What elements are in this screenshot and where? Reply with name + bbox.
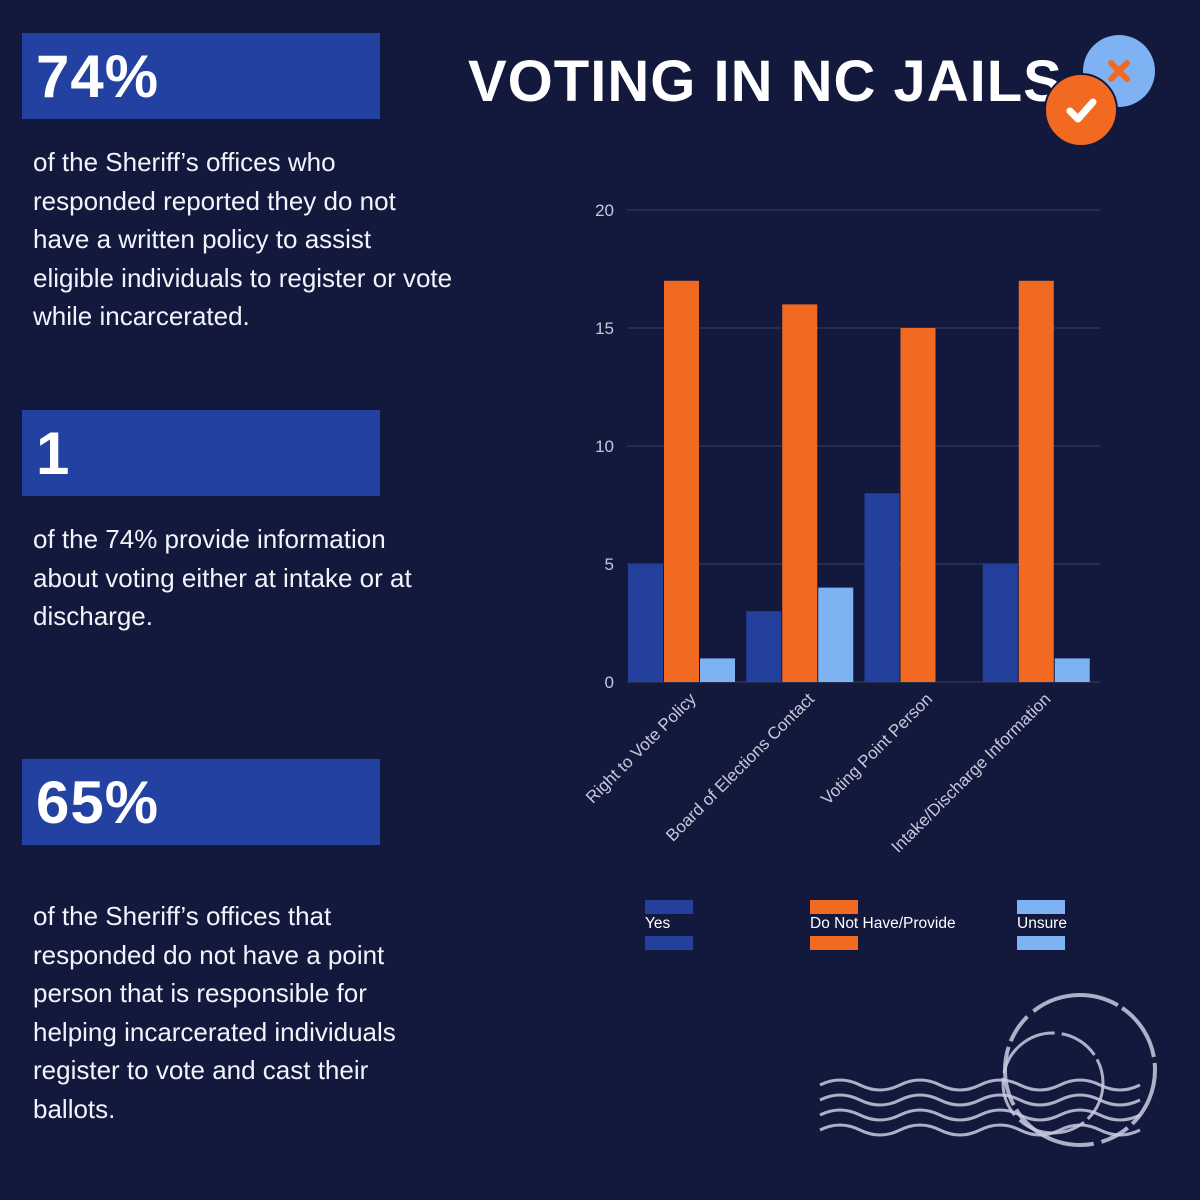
page-title: VOTING IN NC JAILS — [468, 49, 1063, 114]
bar — [900, 328, 936, 682]
legend-swatch-yes — [645, 900, 693, 950]
bar — [746, 611, 782, 682]
bar — [664, 280, 699, 682]
bar — [818, 587, 854, 682]
stat-value-2: 1 — [36, 419, 71, 487]
y-tick-label: 15 — [595, 319, 614, 338]
x-tick-label: Voting Point Person — [817, 689, 936, 808]
bar — [864, 493, 900, 682]
legend-label-no: Do Not Have/Provide — [810, 915, 956, 932]
stat-value-3: 65% — [36, 768, 160, 836]
stat-text-3: of the Sheriff’s offices that responded … — [33, 901, 396, 1124]
stat-box-2: 1 — [22, 410, 380, 496]
x-tick-label: Right to Vote Policy — [582, 689, 700, 807]
vote-badges — [1044, 35, 1155, 147]
bar — [982, 564, 1018, 682]
legend-label-unsure: Unsure — [1017, 915, 1067, 932]
legend-swatch-no — [810, 900, 858, 950]
postmark-stamp-icon — [819, 993, 1157, 1147]
stat-box-1: 74% — [22, 33, 380, 119]
bar — [700, 658, 735, 682]
y-tick-label: 10 — [595, 437, 614, 456]
bar — [1018, 280, 1054, 682]
stat-text-1: of the Sheriff’s offices who responded r… — [33, 147, 453, 331]
bar — [782, 304, 818, 682]
stat-box-3: 65% — [22, 759, 380, 845]
checkmark-icon — [1044, 73, 1118, 147]
bar — [628, 564, 663, 682]
stat-text-2: of the 74% provide information about vot… — [33, 524, 412, 631]
y-tick-label: 0 — [605, 673, 614, 692]
y-tick-label: 5 — [605, 555, 614, 574]
legend-label-yes: Yes — [645, 915, 671, 932]
y-tick-label: 20 — [595, 201, 614, 220]
stat-value-1: 74% — [36, 42, 160, 110]
legend-swatch-unsure — [1017, 900, 1065, 950]
bar — [1054, 658, 1090, 682]
